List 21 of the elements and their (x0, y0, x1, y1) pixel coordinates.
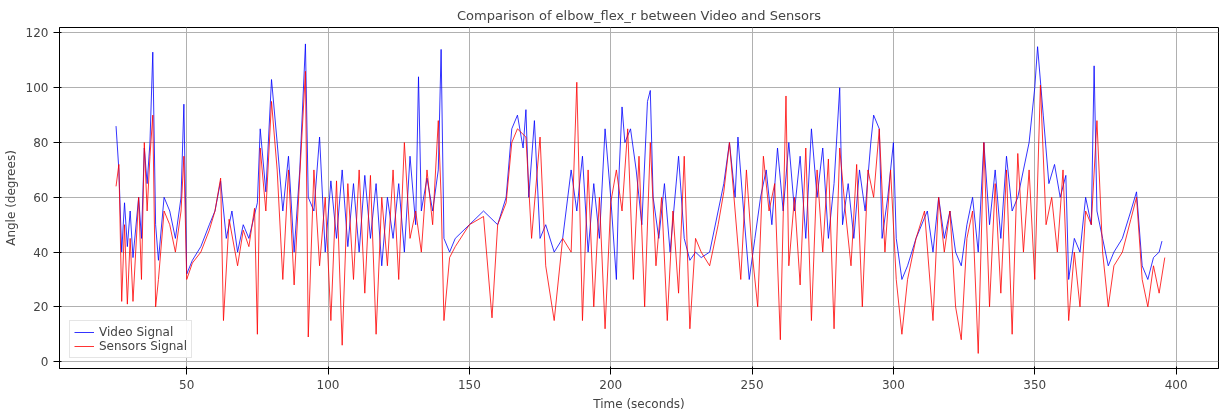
y-tick-label: 20 (33, 300, 49, 315)
x-tick-label: 100 (316, 377, 340, 392)
x-tick-label: 400 (1164, 377, 1188, 392)
chart-title: Comparison of elbow_flex_r between Video and Sensors (456, 7, 822, 23)
x-tick-label: 350 (1023, 377, 1047, 392)
y-tick-label: 0 (40, 355, 49, 370)
y-tick-label: 120 (25, 26, 49, 41)
x-tick-label: 50 (179, 377, 195, 392)
legend-label: Video Signal (99, 325, 174, 339)
y-axis-title: Angle (degrees) (3, 150, 18, 246)
x-tick-label: 150 (457, 377, 481, 392)
x-tick-label: 300 (881, 377, 905, 392)
y-tick-label: 40 (33, 245, 49, 260)
x-tick-label: 200 (599, 377, 623, 392)
y-tick-label: 100 (25, 81, 49, 96)
line-series (115, 43, 1163, 280)
y-tick-label: 60 (33, 190, 49, 205)
y-tick-label: 80 (33, 136, 49, 151)
x-tick-label: 250 (740, 377, 764, 392)
legend-label: Sensors Signal (99, 339, 188, 353)
x-axis-title: Time (seconds) (592, 396, 685, 411)
